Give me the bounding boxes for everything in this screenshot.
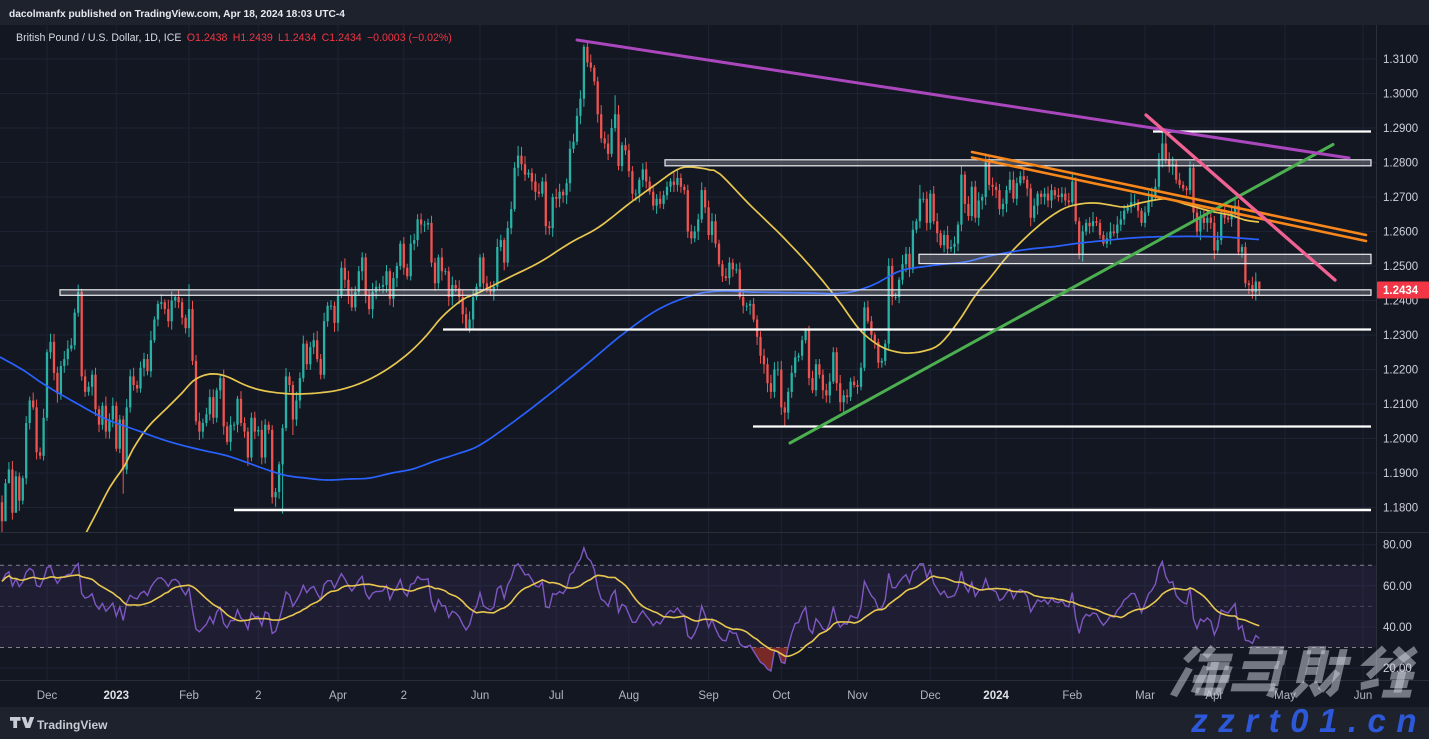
svg-text:Dec: Dec bbox=[37, 690, 58, 702]
svg-text:Dec: Dec bbox=[920, 690, 941, 702]
svg-text:1.1800: 1.1800 bbox=[1383, 503, 1418, 515]
svg-text:1.2700: 1.2700 bbox=[1383, 192, 1418, 204]
svg-text:1.2434: 1.2434 bbox=[1383, 285, 1419, 297]
svg-text:Feb: Feb bbox=[1062, 690, 1082, 702]
svg-text:1.2600: 1.2600 bbox=[1383, 227, 1418, 239]
svg-text:1.3100: 1.3100 bbox=[1383, 54, 1418, 66]
svg-text:1.3000: 1.3000 bbox=[1383, 89, 1418, 101]
svg-text:Nov: Nov bbox=[847, 690, 868, 702]
svg-text:1.1900: 1.1900 bbox=[1383, 468, 1418, 480]
svg-text:2024: 2024 bbox=[983, 690, 1009, 702]
svg-text:60.00: 60.00 bbox=[1383, 581, 1412, 593]
svg-text:Jun: Jun bbox=[471, 690, 490, 702]
svg-text:Jun: Jun bbox=[1354, 690, 1373, 702]
svg-text:Oct: Oct bbox=[772, 690, 791, 702]
svg-text:1.2800: 1.2800 bbox=[1383, 158, 1418, 170]
svg-text:1.2500: 1.2500 bbox=[1383, 261, 1418, 273]
svg-text:80.00: 80.00 bbox=[1383, 540, 1412, 552]
svg-text:Jul: Jul bbox=[549, 690, 564, 702]
svg-text:dacolmanfx published on Tradin: dacolmanfx published on TradingView.com,… bbox=[9, 9, 345, 20]
svg-text:2023: 2023 bbox=[104, 690, 130, 702]
svg-text:Sep: Sep bbox=[698, 690, 718, 702]
svg-text:May: May bbox=[1274, 690, 1296, 702]
svg-text:2: 2 bbox=[401, 690, 407, 702]
svg-text:1.2100: 1.2100 bbox=[1383, 399, 1418, 411]
svg-text:zzrt01.cn: zzrt01.cn bbox=[1190, 702, 1427, 739]
svg-text:1.2200: 1.2200 bbox=[1383, 365, 1418, 377]
svg-text:British Pound / U.S. Dollar, 1: British Pound / U.S. Dollar, 1D, ICE O1.… bbox=[16, 32, 452, 44]
svg-text:2: 2 bbox=[255, 690, 261, 702]
svg-text:Feb: Feb bbox=[179, 690, 199, 702]
svg-text:1.2300: 1.2300 bbox=[1383, 330, 1418, 342]
svg-text:TradingView: TradingView bbox=[37, 718, 108, 732]
svg-text:40.00: 40.00 bbox=[1383, 622, 1412, 634]
svg-text:Mar: Mar bbox=[1135, 690, 1155, 702]
svg-text:Apr: Apr bbox=[329, 690, 347, 702]
svg-text:1.2900: 1.2900 bbox=[1383, 123, 1418, 135]
svg-text:1.2000: 1.2000 bbox=[1383, 434, 1418, 446]
svg-text:Aug: Aug bbox=[619, 690, 639, 702]
